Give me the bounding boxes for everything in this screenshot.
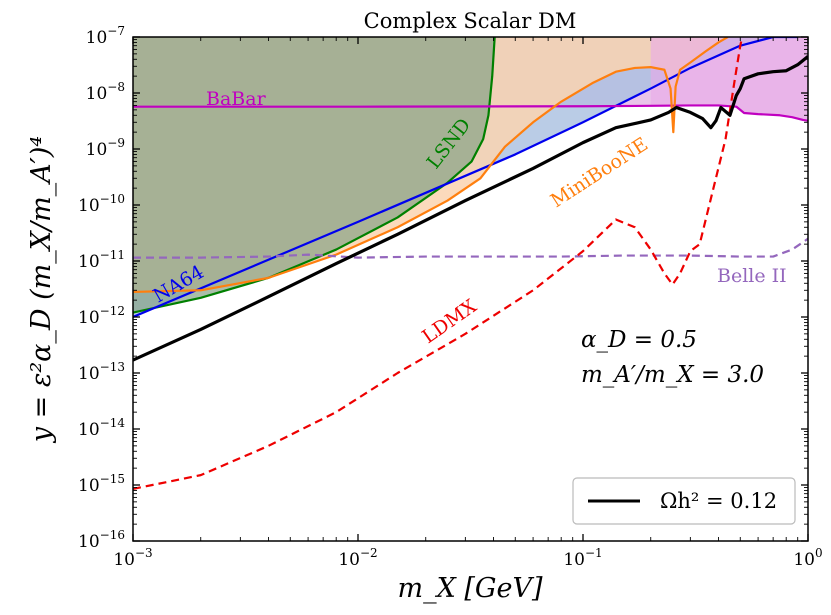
ldmx-label: LDMX [418, 295, 481, 348]
x-tick-label: 10−2 [338, 546, 377, 570]
y-tick-label: 10−10 [78, 192, 125, 216]
y-tick-label: 10−11 [78, 248, 125, 272]
legend-box [572, 477, 796, 525]
x-axis-label: m_X [GeV] [397, 573, 542, 604]
series-line-miniboone [133, 37, 729, 294]
upper-purple-region [650, 37, 808, 121]
series-line-na64 [133, 37, 798, 319]
x-tick-label: 10−1 [563, 546, 602, 570]
y-tick-label: 10−13 [78, 360, 125, 384]
series-line--h-0-12 [133, 55, 808, 362]
y-tick-label: 10−9 [86, 136, 125, 160]
x-tick-label: 10−3 [113, 546, 152, 570]
miniboone-label: MiniBooNE [547, 133, 652, 212]
y-tick-label: 10−14 [78, 416, 125, 440]
series-line-belle-ii [133, 237, 808, 259]
legend: Ωh² = 0.12 [572, 477, 796, 525]
y-tick-label: 10−16 [78, 528, 125, 552]
y-tick-label: 10−12 [78, 304, 125, 328]
y-axis-label: y = ε²α_D (m_X/m_A′)⁴ [26, 136, 57, 443]
series-line-babar [133, 104, 808, 122]
ratio-annotation: m_A′/m_X = 3.0 [581, 362, 764, 388]
chart-title: Complex Scalar DM [364, 9, 577, 33]
y-tick-label: 10−15 [78, 472, 125, 496]
y-tick-label: 10−7 [86, 24, 125, 48]
plot-frame [132, 36, 809, 542]
y-tick-label: 10−8 [86, 80, 125, 104]
alpha-annotation: α_D = 0.5 [581, 327, 697, 353]
belle-label: Belle II [717, 265, 787, 287]
babar-label: BaBar [206, 88, 267, 110]
legend-label: Ωh² = 0.12 [660, 489, 777, 513]
x-tick-label: 100 [793, 546, 822, 570]
